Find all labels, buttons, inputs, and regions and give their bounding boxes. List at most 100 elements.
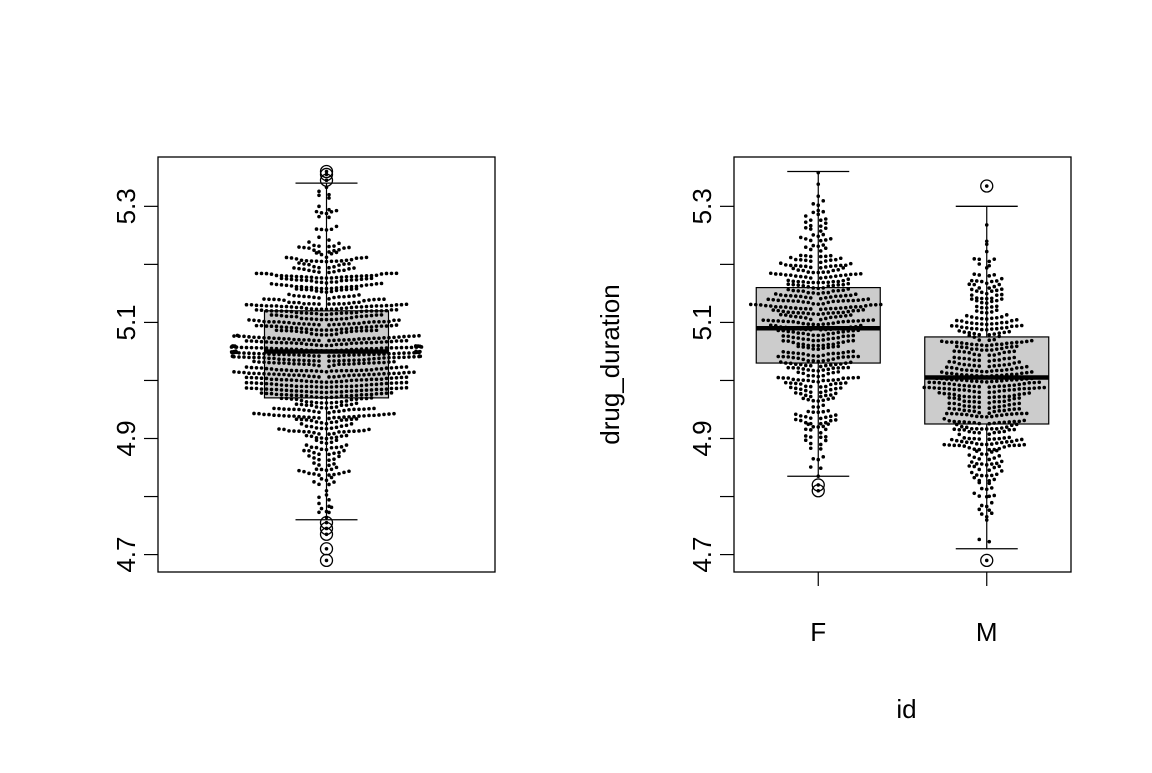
- data-point: [987, 274, 992, 278]
- data-point: [989, 316, 994, 321]
- data-point: [347, 294, 351, 299]
- data-point: [878, 302, 883, 307]
- data-point: [821, 373, 826, 378]
- data-point: [811, 291, 816, 295]
- data-point: [841, 288, 846, 293]
- data-point: [818, 229, 823, 233]
- data-point: [826, 311, 831, 315]
- data-point: [384, 381, 389, 386]
- data-point: [349, 315, 354, 320]
- data-point: [339, 259, 344, 263]
- data-point: [314, 436, 319, 440]
- data-point: [379, 324, 384, 328]
- data-point: [312, 302, 316, 306]
- data-point: [329, 332, 334, 337]
- data-point: [1002, 436, 1007, 440]
- data-point: [823, 296, 828, 300]
- data-point: [999, 326, 1004, 330]
- data-point: [309, 342, 314, 347]
- data-point: [349, 257, 354, 262]
- data-point: [798, 264, 803, 268]
- data-point: [369, 340, 374, 345]
- data-point: [984, 301, 989, 305]
- data-point: [412, 334, 416, 338]
- data-point: [354, 274, 359, 279]
- data-point: [979, 322, 984, 326]
- data-point: [866, 318, 871, 323]
- x-tick-label: F: [810, 617, 826, 647]
- data-point: [803, 384, 808, 389]
- data-point: [1007, 407, 1012, 412]
- data-point: [806, 332, 811, 337]
- data-point: [989, 379, 994, 384]
- data-point: [823, 438, 828, 443]
- data-point: [831, 344, 836, 349]
- data-point: [384, 308, 389, 313]
- data-point: [811, 410, 816, 414]
- data-point: [962, 444, 967, 448]
- data-point: [838, 263, 843, 268]
- data-point: [974, 449, 979, 453]
- data-point: [354, 277, 359, 282]
- data-point: [999, 426, 1004, 430]
- data-point: [332, 409, 336, 414]
- data-point: [339, 379, 344, 384]
- data-point: [344, 368, 349, 373]
- data-point: [297, 358, 301, 362]
- data-point: [304, 379, 309, 384]
- data-point: [833, 306, 838, 311]
- data-point: [1012, 396, 1017, 401]
- data-point: [1017, 401, 1022, 406]
- data-point: [778, 261, 783, 266]
- data-point: [806, 285, 811, 289]
- data-point: [302, 322, 306, 326]
- data-point: [999, 459, 1004, 464]
- data-point: [289, 378, 294, 382]
- data-point: [332, 302, 336, 306]
- data-point: [399, 386, 404, 390]
- data-point: [846, 339, 851, 343]
- data-point: [237, 355, 241, 359]
- data-point: [327, 238, 331, 242]
- data-point: [999, 320, 1004, 325]
- data-point: [942, 391, 947, 396]
- data-point: [821, 403, 826, 408]
- data-point: [324, 493, 329, 497]
- data-point: [1007, 362, 1012, 367]
- data-point: [821, 232, 826, 237]
- data-point: [1002, 363, 1007, 367]
- data-point: [307, 408, 311, 413]
- data-point: [314, 379, 319, 384]
- data-point: [294, 397, 299, 402]
- data-point: [1019, 371, 1024, 376]
- data-point: [404, 365, 409, 369]
- data-point: [1014, 411, 1019, 416]
- data-point: [362, 373, 366, 377]
- data-point: [974, 289, 979, 293]
- data-point: [964, 440, 969, 445]
- data-point: [304, 306, 309, 311]
- data-point: [354, 389, 359, 393]
- data-point: [1014, 422, 1019, 427]
- data-point: [312, 322, 316, 327]
- data-point: [952, 407, 957, 411]
- data-point: [846, 309, 851, 314]
- data-point: [359, 341, 364, 345]
- data-point: [984, 242, 989, 247]
- data-point: [831, 279, 836, 284]
- data-point: [952, 382, 957, 387]
- data-point: [307, 262, 311, 267]
- data-point: [806, 290, 811, 295]
- data-point: [284, 304, 289, 309]
- data-point: [342, 338, 346, 342]
- data-point: [327, 297, 331, 301]
- data-point: [1019, 437, 1024, 442]
- data-point: [826, 342, 831, 347]
- data-point: [962, 383, 967, 388]
- data-point: [252, 355, 256, 360]
- data-point: [848, 293, 853, 298]
- data-point: [808, 259, 813, 263]
- data-point: [264, 366, 269, 371]
- data-point: [949, 324, 954, 328]
- data-point: [1009, 324, 1014, 329]
